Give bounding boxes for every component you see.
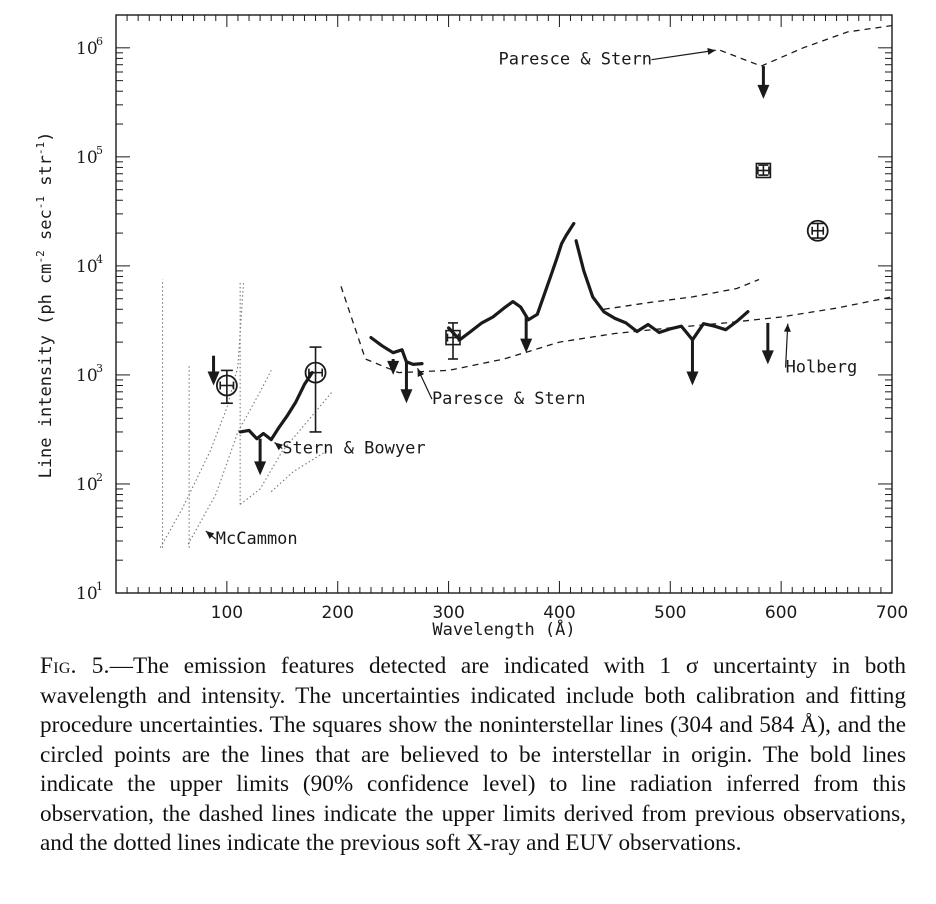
annotation-arrowhead xyxy=(274,442,283,451)
x-axis-label: Wavelength (Å) xyxy=(432,618,575,640)
dashed-limit-curve xyxy=(340,286,893,374)
upper-limit-arrows xyxy=(207,66,774,476)
annotation-paresce_mid: Paresce & Stern xyxy=(432,389,586,409)
annotation-paresce_top: Paresce & Stern xyxy=(498,50,652,70)
bold-limit-curve xyxy=(447,221,576,342)
arrow-head xyxy=(761,350,774,365)
x-tick-label: 500 xyxy=(654,603,686,623)
bold-upper-limits xyxy=(238,221,750,442)
figure-chart: 100 200 300 400 500 600 700101102103104105106 … xyxy=(34,14,908,640)
y-tick-label: 10 xyxy=(76,475,98,495)
caption-text: —The emission features detected are indi… xyxy=(40,653,906,856)
annotation-leader xyxy=(651,49,716,61)
bold-limit-curve xyxy=(369,336,424,366)
arrow-head xyxy=(686,371,699,386)
annotation-arrowhead xyxy=(417,368,425,378)
y-tick-label: 10 xyxy=(76,584,98,604)
x-tick-label: 100 xyxy=(211,603,243,623)
y-tick-exponent: 4 xyxy=(96,253,103,266)
circle-point xyxy=(806,219,829,242)
y-tick-label: 10 xyxy=(76,148,98,168)
y-tick-exponent: 3 xyxy=(96,362,103,375)
y-tick-label: 10 xyxy=(76,257,98,277)
square-point xyxy=(755,162,772,179)
y-tick-exponent: 1 xyxy=(96,580,103,593)
x-tick-label: 600 xyxy=(765,603,797,623)
x-tick-label: 700 xyxy=(876,603,908,623)
dotted-curve xyxy=(187,370,272,545)
emission-points xyxy=(215,162,829,433)
arrow-head xyxy=(254,461,267,476)
y-tick-exponent: 5 xyxy=(96,144,103,157)
figure-number: Fig. 5. xyxy=(40,653,110,679)
arrow-head xyxy=(207,371,220,386)
y-tick-exponent: 6 xyxy=(96,35,103,48)
arrow-head xyxy=(520,338,533,353)
y-axis-label: Line intensity (ph cm-2 sec-1 str-1) xyxy=(34,132,56,479)
dashed-limit-curve xyxy=(719,24,893,67)
arrow-head xyxy=(757,84,770,99)
bold-limit-curve xyxy=(574,239,750,342)
x-tick-label: 400 xyxy=(543,603,575,623)
figure-caption: Fig. 5.—The emission features detected a… xyxy=(40,652,906,859)
dashed-limit-curve xyxy=(603,278,760,310)
annotation-holberg: Holberg xyxy=(786,358,858,378)
annotations: Paresce & Stern Holberg Paresce & Stern Ste… xyxy=(205,47,858,549)
y-tick-label: 10 xyxy=(76,366,98,386)
bold-limit-curve xyxy=(238,371,314,442)
arrow-head xyxy=(400,389,413,404)
plot-frame xyxy=(115,14,893,594)
dotted-curve xyxy=(239,391,333,505)
x-tick-label: 300 xyxy=(432,603,464,623)
dotted-observations xyxy=(159,279,333,549)
y-tick-exponent: 2 xyxy=(96,471,103,484)
arrow-head xyxy=(387,360,400,375)
dashed-previous-limits xyxy=(340,24,893,374)
dotted-curve xyxy=(159,282,245,549)
y-tick-label: 10 xyxy=(76,39,98,59)
annotation-arrowhead xyxy=(205,531,215,539)
annotation-arrowhead xyxy=(783,323,791,332)
annotation-arrowhead xyxy=(707,47,716,55)
x-tick-label: 200 xyxy=(321,603,353,623)
annotation-mccammon: McCammon xyxy=(216,529,298,549)
annotation-stern_bowyer: Stern & Bowyer xyxy=(282,439,425,459)
